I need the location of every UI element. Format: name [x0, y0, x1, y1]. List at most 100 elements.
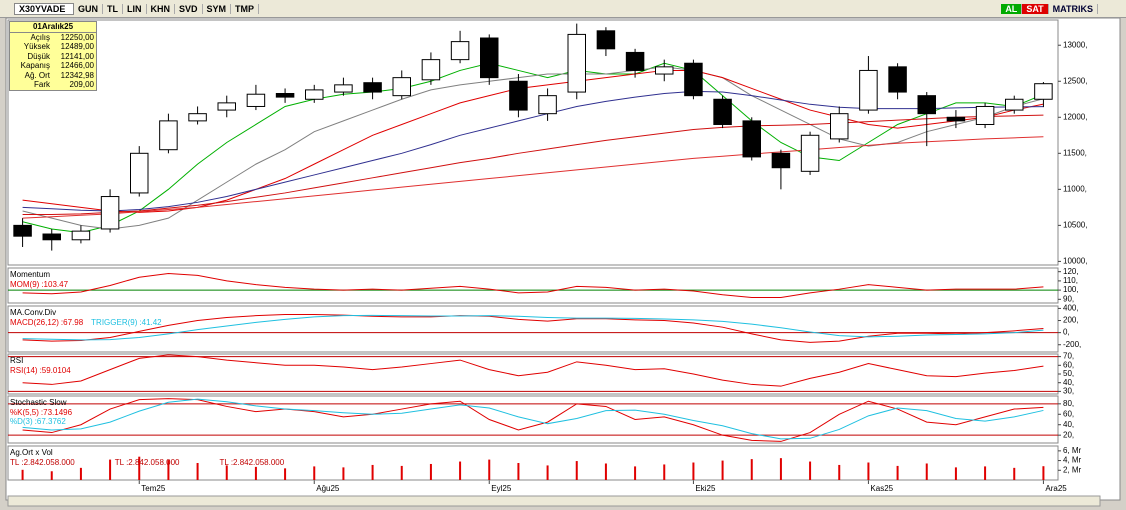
toolbar: X30YVADE GUN TL LIN KHN SVD SYM TMP AL S…: [0, 0, 1126, 18]
candle-body: [363, 82, 382, 93]
panel-title: Ag.Ort x Vol: [10, 448, 53, 457]
info-row: Açılış 12250,00: [10, 33, 96, 43]
toolbar-button[interactable]: TMP: [231, 3, 260, 14]
symbol-field[interactable]: X30YVADE: [14, 2, 74, 15]
volume-bar: [50, 471, 53, 480]
volume-bar: [167, 460, 170, 480]
legend-name: TRIGGER(9): [91, 318, 138, 327]
y-tick-label: 11500,: [1063, 148, 1087, 157]
candle-body: [567, 33, 586, 93]
legend-name: MACD(26,12): [10, 318, 59, 327]
volume-bar: [225, 465, 228, 480]
legend-value: :73.1496: [41, 408, 73, 417]
x-tick-label: Eki25: [695, 484, 716, 493]
y-tick-label: -200,: [1063, 340, 1081, 349]
info-label: Yüksek: [23, 42, 50, 51]
candle-body: [713, 98, 732, 125]
candle-body: [1034, 83, 1053, 100]
candle-body: [975, 105, 995, 125]
toolbar-button[interactable]: KHN: [147, 3, 175, 14]
candle-body: [159, 120, 178, 151]
y-tick-label: 20,: [1063, 430, 1074, 439]
volume-bar: [809, 461, 812, 480]
candle-body: [130, 152, 149, 194]
info-label: Ağ. Ort: [24, 70, 50, 80]
indicator-line: [22, 114, 1044, 216]
info-label: Fark: [34, 80, 50, 89]
info-date: 01Aralık25: [10, 22, 96, 33]
info-value: 209,00: [69, 80, 94, 89]
legend-name: RSI(14): [10, 366, 38, 375]
y-tick-label: 13000,: [1063, 40, 1087, 49]
candle-body: [13, 224, 32, 237]
volume-bar: [429, 463, 432, 480]
y-tick-label: 10500,: [1063, 220, 1087, 229]
info-value: 12250,00: [60, 32, 94, 42]
indicator-line: [22, 398, 1044, 440]
toolbar-button[interactable]: TL: [103, 3, 123, 14]
legend-text: :2.842.058.000: [126, 458, 180, 467]
volume-bar: [459, 461, 462, 480]
sell-button[interactable]: SAT: [1022, 3, 1049, 14]
volume-bar: [400, 465, 403, 480]
info-row: Kapanış 12466,00: [10, 61, 96, 71]
legend-value: :67.98: [61, 318, 84, 327]
candle-body: [42, 233, 61, 241]
candle-body: [509, 80, 528, 111]
x-tick-label: Eyl25: [491, 484, 512, 493]
info-label: Açılış: [30, 32, 50, 42]
y-tick-label: 12000,: [1063, 112, 1087, 121]
candle-body: [1005, 98, 1024, 111]
candle-body: [334, 84, 353, 93]
y-tick-label: 11000,: [1063, 184, 1087, 193]
legend-text: TL: [10, 458, 20, 467]
actions: AL SAT MATRIKS: [1001, 3, 1126, 14]
legend-text: :2.842.058.000: [231, 458, 285, 467]
volume-bar: [254, 466, 257, 480]
indicator-line: [22, 314, 1044, 341]
volume-bar: [21, 469, 24, 480]
buy-button[interactable]: AL: [1001, 3, 1023, 14]
y-tick-label: 2, Mr: [1063, 465, 1082, 474]
volume-bar: [692, 462, 695, 480]
volume-bar: [954, 467, 957, 480]
info-value: 12141,00: [60, 51, 94, 61]
x-tick-label: Ara25: [1045, 484, 1067, 493]
panel-frame: [7, 445, 1059, 481]
candle-body: [655, 66, 674, 75]
volume-bar: [1042, 466, 1045, 480]
indicator-line: [22, 62, 1044, 234]
volume-bar: [925, 463, 928, 480]
y-tick-label: 110,: [1063, 276, 1078, 285]
legend-value: :41.42: [139, 318, 162, 327]
legend-name: %D(3): [10, 417, 33, 426]
indicator-line: [22, 313, 1044, 343]
candle-body: [684, 62, 703, 97]
candle-body: [305, 89, 324, 100]
panel-title: RSI: [10, 356, 23, 365]
chart: 13000, 12500, 12000, 11500, 11000, 10500, 1000…: [5, 18, 1121, 507]
y-tick-label: 0,: [1063, 328, 1070, 337]
candle-body: [480, 37, 499, 79]
y-tick-label: 40,: [1063, 420, 1074, 429]
candle-body: [450, 41, 470, 61]
candle-body: [275, 93, 295, 98]
y-tick-label: 120,: [1063, 267, 1079, 276]
volume-bar: [750, 459, 753, 480]
y-tick-label: 6, Mr: [1063, 446, 1082, 455]
toolbar-button[interactable]: LIN: [123, 3, 147, 14]
candle-body: [392, 77, 411, 97]
indicator-line: [22, 136, 1044, 219]
toolbar-button[interactable]: SVD: [175, 3, 203, 14]
toolbar-button[interactable]: SYM: [203, 3, 232, 14]
candle-body: [596, 30, 616, 50]
volume-bar: [517, 463, 520, 480]
y-tick-label: 60,: [1063, 409, 1074, 418]
volume-bar: [575, 461, 578, 480]
candle-body: [217, 102, 236, 111]
legend-text: TL: [115, 458, 125, 467]
candle-body: [246, 93, 266, 107]
toolbar-button[interactable]: GUN: [74, 3, 103, 14]
volume-bar: [546, 465, 549, 480]
